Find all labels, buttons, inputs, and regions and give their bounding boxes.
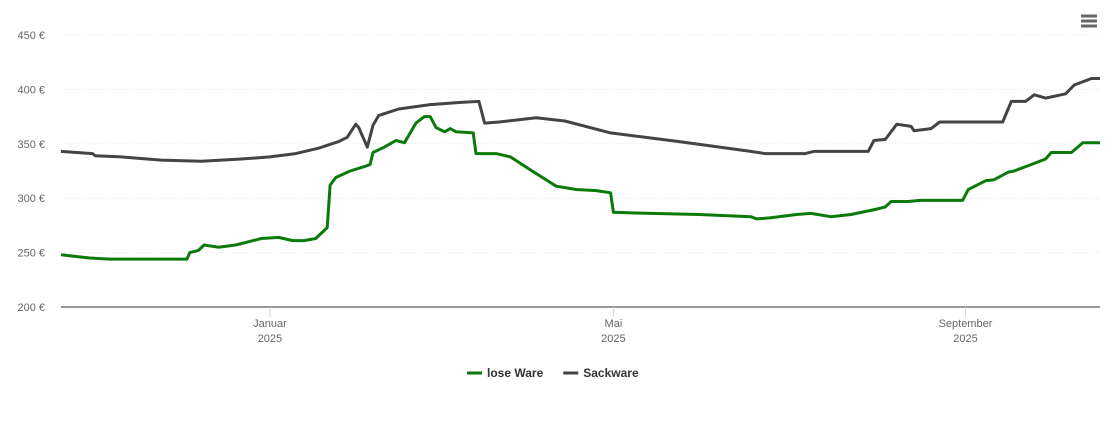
y-tick-label: 350 €	[17, 139, 45, 151]
series-line	[60, 77, 1100, 163]
legend-item[interactable]: lose Ware	[467, 366, 544, 380]
x-tick-label-line: September	[939, 318, 993, 330]
y-tick-label: 300 €	[17, 193, 45, 205]
menu-button[interactable]	[1078, 10, 1100, 32]
legend-label[interactable]: lose Ware	[487, 366, 544, 380]
x-tick-label-line: 2025	[601, 333, 625, 345]
series-line	[60, 115, 1100, 261]
y-tick-label: 200 €	[17, 302, 45, 314]
legend: lose Ware Sackware	[467, 366, 639, 380]
y-tick-label: 250 €	[17, 248, 45, 260]
y-tick-label: 400 €	[17, 84, 45, 96]
x-tick-label: September 2025	[939, 318, 993, 345]
x-tick-label: Mai 2025	[601, 318, 625, 345]
x-tick-label-line: 2025	[953, 333, 977, 345]
y-tick-label: 450 €	[17, 30, 45, 42]
x-tick-label: Januar 2025	[253, 318, 287, 345]
legend-label[interactable]: Sackware	[583, 366, 639, 380]
legend-item[interactable]: Sackware	[563, 366, 639, 380]
x-tick-label-line: Mai	[605, 318, 623, 330]
x-tick-label-line: Januar	[253, 318, 287, 330]
x-tick-label-line: 2025	[258, 333, 282, 345]
